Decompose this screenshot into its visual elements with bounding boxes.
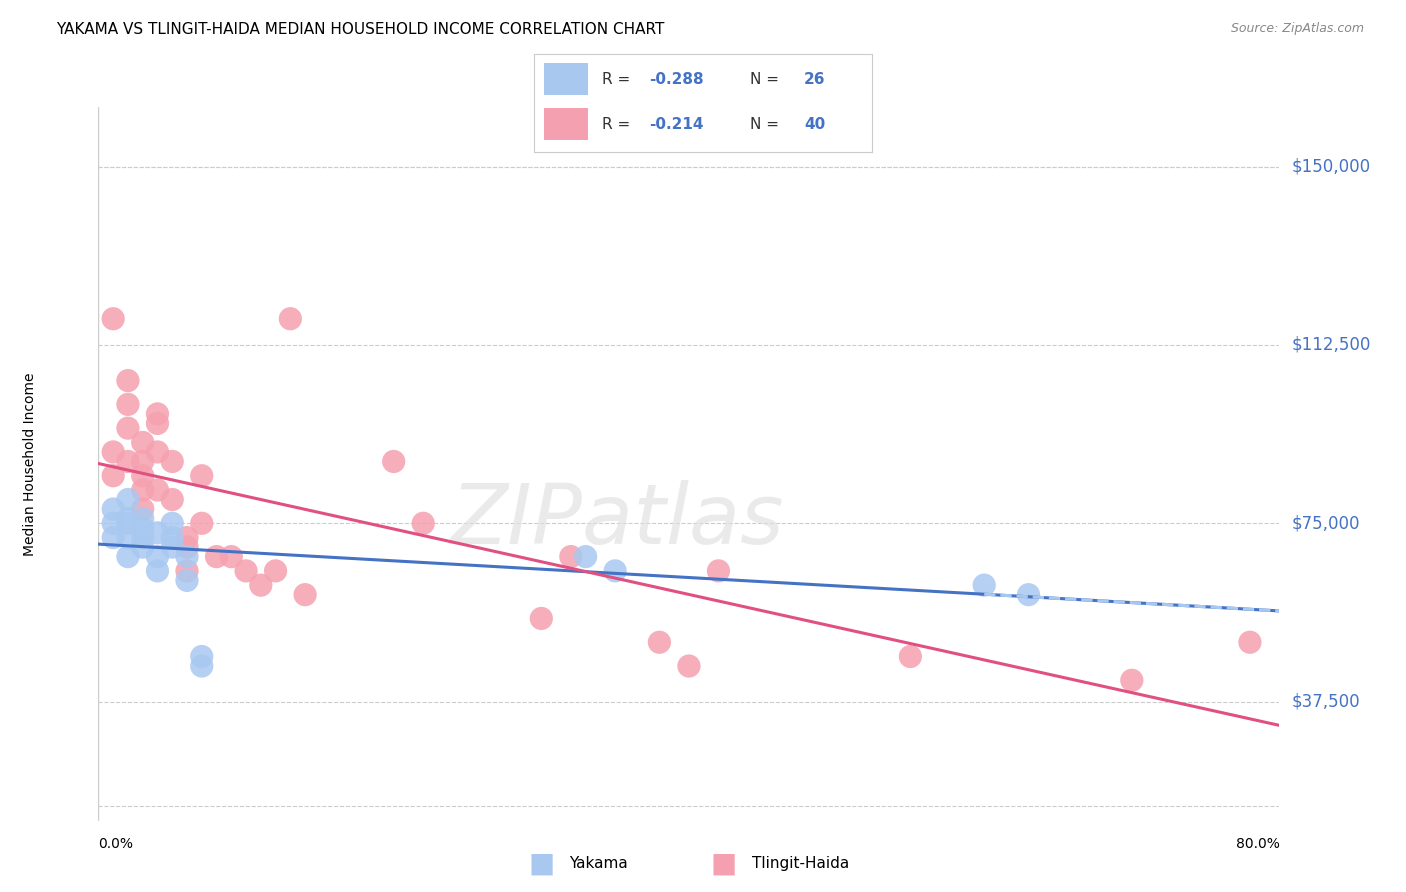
Point [103, 468, 125, 483]
Point [132, 531, 155, 545]
Point [205, 549, 228, 564]
Point [250, 578, 273, 592]
Point [176, 531, 198, 545]
Point [132, 521, 155, 535]
Point [103, 311, 125, 326]
Point [530, 611, 553, 625]
Text: ■: ■ [711, 849, 737, 878]
Text: Source: ZipAtlas.com: Source: ZipAtlas.com [1230, 22, 1364, 36]
Point [146, 564, 169, 578]
Text: $75,000: $75,000 [1291, 515, 1360, 533]
Text: N =: N = [751, 117, 785, 132]
Point [1239, 635, 1261, 649]
Text: YAKAMA VS TLINGIT-HAIDA MEDIAN HOUSEHOLD INCOME CORRELATION CHART: YAKAMA VS TLINGIT-HAIDA MEDIAN HOUSEHOLD… [56, 22, 665, 37]
Point [117, 511, 139, 525]
Text: R =: R = [602, 117, 636, 132]
Point [176, 549, 198, 564]
Point [176, 574, 198, 588]
Point [176, 540, 198, 554]
Point [132, 540, 155, 554]
Point [132, 435, 155, 450]
Point [117, 454, 139, 468]
Point [264, 564, 287, 578]
Point [900, 649, 922, 664]
Point [117, 421, 139, 435]
Text: 40: 40 [804, 117, 825, 132]
Point [146, 417, 169, 431]
Text: $112,500: $112,500 [1291, 336, 1371, 354]
Text: Tlingit-Haida: Tlingit-Haida [752, 856, 849, 871]
Point [235, 564, 257, 578]
Point [605, 564, 627, 578]
Point [191, 468, 214, 483]
Point [103, 445, 125, 459]
Point [132, 483, 155, 497]
Point [162, 540, 183, 554]
Text: ZIPatlas: ZIPatlas [451, 481, 785, 561]
Point [103, 502, 125, 516]
Bar [544, 63, 588, 95]
Bar [544, 109, 588, 140]
Text: -0.214: -0.214 [650, 117, 703, 132]
Point [382, 454, 405, 468]
Point [146, 525, 169, 540]
Point [117, 516, 139, 531]
Point [117, 374, 139, 388]
Point [146, 407, 169, 421]
Point [117, 397, 139, 411]
Point [146, 483, 169, 497]
Point [219, 549, 242, 564]
Point [574, 549, 596, 564]
Point [707, 564, 730, 578]
Point [162, 531, 183, 545]
Point [278, 311, 302, 326]
Point [191, 516, 214, 531]
Text: 80.0%: 80.0% [1236, 838, 1279, 851]
Text: -0.288: -0.288 [650, 71, 703, 87]
Point [294, 588, 316, 602]
Text: N =: N = [751, 71, 785, 87]
Point [132, 468, 155, 483]
Point [146, 445, 169, 459]
Point [412, 516, 434, 531]
Point [648, 635, 671, 649]
Text: R =: R = [602, 71, 636, 87]
Point [132, 502, 155, 516]
Point [117, 492, 139, 507]
Point [103, 531, 125, 545]
Text: $150,000: $150,000 [1291, 158, 1371, 176]
Point [162, 492, 183, 507]
Text: 26: 26 [804, 71, 825, 87]
Point [103, 516, 125, 531]
Point [162, 454, 183, 468]
Point [560, 549, 582, 564]
Text: 0.0%: 0.0% [98, 838, 134, 851]
Point [973, 578, 995, 592]
Point [678, 659, 700, 673]
Point [117, 531, 139, 545]
Point [191, 649, 214, 664]
Point [162, 516, 183, 531]
Point [191, 659, 214, 673]
Point [117, 549, 139, 564]
Point [176, 564, 198, 578]
Text: $37,500: $37,500 [1291, 693, 1360, 711]
Point [146, 549, 169, 564]
Text: ■: ■ [529, 849, 554, 878]
Text: Yakama: Yakama [569, 856, 628, 871]
Point [132, 454, 155, 468]
Text: Median Household Income: Median Household Income [22, 372, 37, 556]
Point [1017, 588, 1039, 602]
Point [132, 511, 155, 525]
Point [1121, 673, 1143, 688]
